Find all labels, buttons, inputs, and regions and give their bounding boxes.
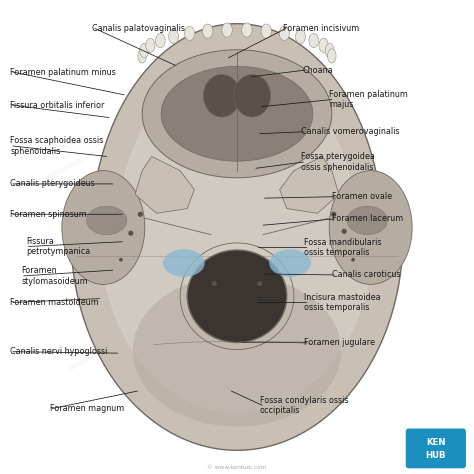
Text: Foramen lacerum: Foramen lacerum: [332, 215, 403, 223]
Ellipse shape: [351, 258, 355, 262]
Ellipse shape: [140, 44, 149, 58]
Text: Foramen magnum: Foramen magnum: [50, 404, 124, 413]
Ellipse shape: [269, 249, 311, 277]
Text: Fissura
petrotympanica: Fissura petrotympanica: [26, 237, 91, 256]
Text: Canalis palatovaginalis: Canalis palatovaginalis: [92, 24, 185, 33]
Ellipse shape: [163, 249, 205, 277]
Ellipse shape: [325, 44, 334, 58]
Text: Fossa mandibularis
ossis temporalis: Fossa mandibularis ossis temporalis: [304, 238, 382, 257]
Text: Foramen jugulare: Foramen jugulare: [304, 338, 375, 346]
Text: Foramen incisivum: Foramen incisivum: [283, 24, 360, 33]
Ellipse shape: [309, 34, 319, 48]
Text: www.kenhub.com: www.kenhub.com: [44, 149, 99, 182]
Ellipse shape: [202, 24, 213, 38]
Ellipse shape: [257, 281, 263, 286]
Ellipse shape: [341, 229, 346, 234]
Text: Foramen palatinum
majus: Foramen palatinum majus: [329, 90, 408, 109]
Text: Fossa scaphoidea ossis
sphenoidalis: Fossa scaphoidea ossis sphenoidalis: [10, 137, 104, 155]
Ellipse shape: [184, 26, 195, 40]
Text: www.kenhub.com: www.kenhub.com: [304, 292, 359, 325]
Ellipse shape: [133, 275, 341, 427]
Text: Canalis nervi hypoglossi: Canalis nervi hypoglossi: [10, 347, 108, 356]
Text: Canalis vomerovaginalis: Canalis vomerovaginalis: [301, 128, 400, 136]
Text: Choana: Choana: [302, 66, 333, 74]
Ellipse shape: [261, 24, 272, 38]
Text: Foramen palatinum minus: Foramen palatinum minus: [10, 68, 116, 76]
Ellipse shape: [203, 74, 240, 117]
Text: Foramen mastoideum: Foramen mastoideum: [10, 298, 99, 307]
Ellipse shape: [119, 258, 123, 262]
Ellipse shape: [187, 250, 287, 342]
Text: www.kenhub.com: www.kenhub.com: [210, 211, 264, 244]
Text: Fossa condylaris ossis
occipitalis: Fossa condylaris ossis occipitalis: [260, 396, 348, 415]
Ellipse shape: [319, 38, 328, 53]
Ellipse shape: [62, 171, 145, 284]
Text: © www.kenhub.com: © www.kenhub.com: [207, 465, 267, 470]
Ellipse shape: [234, 74, 271, 117]
Text: Foramen
stylomasoideum: Foramen stylomasoideum: [21, 266, 88, 285]
Ellipse shape: [211, 281, 217, 286]
Polygon shape: [135, 156, 194, 213]
Polygon shape: [280, 156, 339, 213]
Ellipse shape: [137, 211, 143, 217]
Ellipse shape: [161, 66, 313, 161]
Text: HUB: HUB: [426, 451, 446, 460]
Ellipse shape: [328, 49, 336, 63]
Text: www.kenhub.com: www.kenhub.com: [67, 339, 122, 372]
Ellipse shape: [279, 26, 290, 40]
Ellipse shape: [331, 211, 336, 217]
Text: Fissura orbitalis inferior: Fissura orbitalis inferior: [10, 101, 105, 109]
Ellipse shape: [295, 29, 305, 44]
Ellipse shape: [138, 49, 146, 63]
Polygon shape: [71, 24, 403, 450]
Ellipse shape: [347, 206, 387, 235]
Ellipse shape: [128, 231, 134, 236]
Text: Foramen spinosum: Foramen spinosum: [10, 210, 87, 219]
Ellipse shape: [242, 23, 252, 37]
Text: Canalis caroticus: Canalis caroticus: [332, 271, 401, 279]
Ellipse shape: [146, 38, 155, 53]
Ellipse shape: [86, 206, 127, 235]
Text: Canalis pterygoideus: Canalis pterygoideus: [10, 180, 95, 188]
Text: Foramen ovale: Foramen ovale: [332, 192, 392, 201]
Polygon shape: [101, 62, 373, 412]
Ellipse shape: [222, 23, 232, 37]
Text: Incisura mastoidea
ossis temporalis: Incisura mastoidea ossis temporalis: [304, 293, 381, 312]
Ellipse shape: [142, 50, 332, 178]
FancyBboxPatch shape: [406, 428, 466, 468]
Ellipse shape: [155, 34, 165, 48]
Text: KEN: KEN: [426, 438, 446, 447]
Ellipse shape: [169, 29, 179, 44]
Text: Fossa pterygoidea
ossis sphenoidalis: Fossa pterygoidea ossis sphenoidalis: [301, 153, 375, 172]
Ellipse shape: [329, 171, 412, 284]
Text: www.kenhub.com: www.kenhub.com: [328, 88, 383, 121]
